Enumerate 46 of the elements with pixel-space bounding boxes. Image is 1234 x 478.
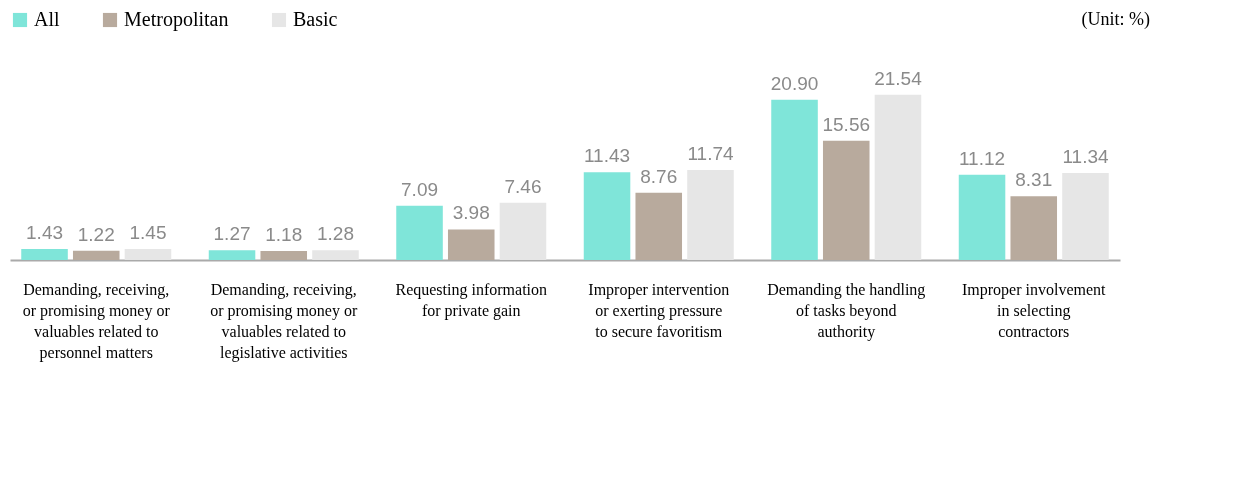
text: (Unit: %): [1081, 9, 1151, 30]
data-label: 11.34: [1062, 146, 1109, 168]
x-tick-label: Demanding the handling of tasks beyond authority: [767, 281, 926, 341]
data-label: 21.54: [874, 67, 923, 89]
data-label: 1.22: [77, 223, 115, 245]
legend-label: All: [34, 8, 60, 30]
data-label: 8.31: [1015, 169, 1053, 191]
legend-label: Basic: [293, 8, 338, 30]
bar: [822, 140, 870, 260]
bar: [771, 99, 818, 260]
bar: [958, 174, 1006, 260]
x-tick-label: Improper involvement in selecting contractors: [961, 281, 1107, 340]
bar: [687, 169, 734, 260]
bar: [874, 94, 922, 260]
data-label: 7.09: [401, 178, 439, 200]
bar: [447, 229, 495, 260]
legend-label: Metropolitan: [124, 8, 229, 31]
bar: [208, 250, 256, 260]
bar: [1010, 196, 1058, 260]
data-label: 15.56: [822, 113, 871, 135]
data-label: 1.18: [265, 223, 303, 245]
data-label: 1.28: [316, 223, 354, 245]
data-label: 11.12: [958, 147, 1006, 169]
bar: [499, 202, 547, 260]
bar: [312, 250, 359, 260]
x-tick-label: Demanding, receiving, or promising money or valuables related to legislative activities: [210, 281, 358, 362]
data-label: 20.90: [770, 72, 819, 94]
x-tick-label: Demanding, receiving, or promising money or valuables related to personnel matters: [22, 281, 171, 362]
data-label: 7.46: [504, 175, 542, 197]
bar: [72, 250, 120, 260]
data-label: 8.76: [640, 165, 678, 187]
data-label: 11.43: [583, 145, 631, 167]
bar: [396, 205, 443, 260]
bar: [21, 249, 68, 260]
bar: [583, 172, 631, 260]
data-label: 1.43: [26, 222, 64, 244]
data-label: 1.27: [213, 223, 251, 245]
x-tick-label: Improper intervention or exerting pressure to secure favoritism: [588, 281, 730, 340]
bar: [1062, 173, 1109, 260]
x-tick-label: Requesting information for private gain: [395, 281, 548, 320]
data-label: 1.45: [129, 221, 167, 243]
data-label: 11.74: [687, 142, 734, 164]
data-label: 3.98: [452, 202, 490, 224]
bar: [260, 250, 308, 260]
bar: [124, 248, 172, 260]
bar: [635, 192, 683, 260]
